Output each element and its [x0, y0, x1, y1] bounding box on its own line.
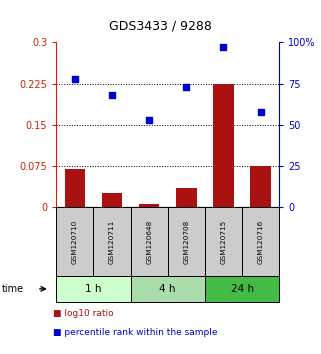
Point	[147, 117, 152, 123]
Point	[258, 109, 263, 114]
Bar	[102, 193, 122, 207]
Point	[109, 92, 115, 98]
Bar	[176, 188, 196, 207]
Text: 24 h: 24 h	[230, 284, 254, 294]
Bar	[56, 207, 93, 276]
Text: GSM120708: GSM120708	[183, 219, 189, 264]
Bar	[205, 207, 242, 276]
Bar	[205, 276, 279, 302]
Text: 4 h: 4 h	[160, 284, 176, 294]
Text: ■ log10 ratio: ■ log10 ratio	[53, 309, 114, 318]
Bar	[242, 207, 279, 276]
Point	[72, 76, 77, 81]
Text: GSM120648: GSM120648	[146, 219, 152, 264]
Bar	[131, 276, 205, 302]
Point	[221, 45, 226, 50]
Bar	[139, 204, 159, 207]
Text: GSM120715: GSM120715	[221, 219, 227, 264]
Bar	[93, 207, 131, 276]
Bar	[213, 84, 234, 207]
Text: GSM120716: GSM120716	[258, 219, 264, 264]
Text: GSM120711: GSM120711	[109, 219, 115, 264]
Bar	[131, 207, 168, 276]
Point	[184, 84, 189, 90]
Text: time: time	[2, 284, 24, 294]
Text: GSM120710: GSM120710	[72, 219, 78, 264]
Bar	[65, 169, 85, 207]
Bar	[168, 207, 205, 276]
Bar	[56, 276, 131, 302]
Text: ■ percentile rank within the sample: ■ percentile rank within the sample	[53, 328, 217, 337]
Bar	[250, 166, 271, 207]
Text: 1 h: 1 h	[85, 284, 102, 294]
Text: GDS3433 / 9288: GDS3433 / 9288	[109, 19, 212, 33]
